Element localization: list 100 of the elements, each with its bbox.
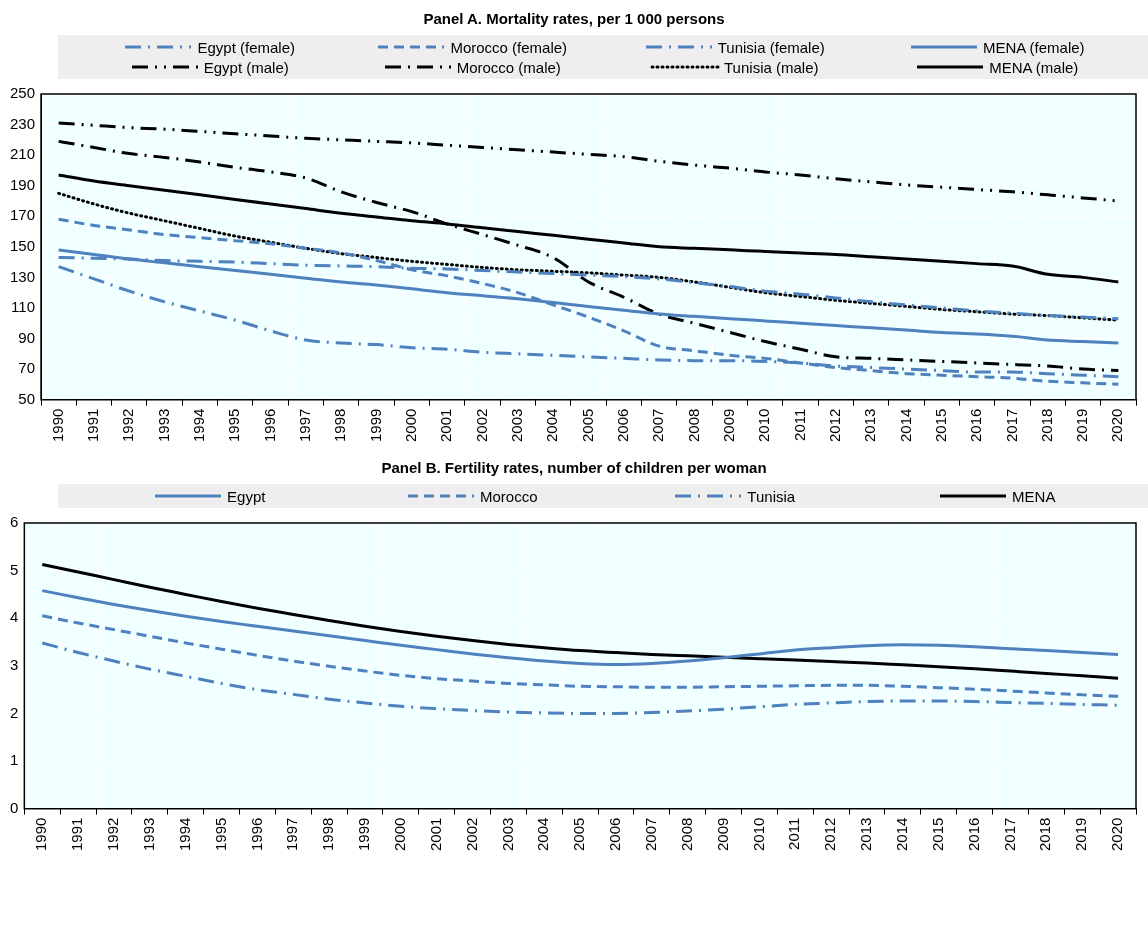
x-tick-label: 2005 — [578, 408, 596, 443]
x-tick-label: 2015 — [928, 817, 946, 852]
x-tick-label: 2008 — [684, 408, 702, 443]
x-tick-label: 2011 — [790, 408, 808, 441]
x-tick-label: 1994 — [175, 817, 193, 852]
x-tick-label: 2018 — [1037, 408, 1055, 443]
x-tick-label: 2002 — [462, 817, 480, 852]
x-tick-label: 2020 — [1108, 408, 1126, 443]
x-tick-label: 2006 — [606, 817, 624, 852]
legend-label: Tunisia (female) — [717, 38, 825, 56]
y-tick-label: 0 — [10, 798, 19, 816]
line-series — [40, 562, 1120, 680]
x-tick-label: 1994 — [190, 408, 208, 443]
x-tick-label: 2003 — [498, 817, 516, 852]
x-tick-label: 1990 — [48, 408, 66, 443]
x-tick-label: 2009 — [719, 408, 737, 443]
x-tick-label: 2016 — [964, 817, 982, 852]
x-tick-label: 2004 — [534, 817, 552, 852]
x-tick-label: 1990 — [32, 817, 50, 852]
y-tick-label: 6 — [10, 513, 19, 531]
x-tick-label: 1999 — [366, 408, 384, 443]
y-tick-label: 150 — [10, 236, 36, 254]
x-tick-label: 2015 — [931, 408, 949, 443]
x-tick-label: 2003 — [508, 408, 526, 443]
legend-label: Tunisia — [747, 487, 796, 505]
y-tick-label: 230 — [10, 114, 36, 132]
x-tick-label: 2005 — [570, 817, 588, 852]
y-tick-label: 250 — [10, 84, 36, 102]
legend-label: MENA — [1012, 487, 1056, 505]
x-tick-label: 1998 — [331, 408, 349, 443]
x-tick-label: 1997 — [296, 408, 314, 443]
x-tick-label: 2007 — [649, 408, 667, 443]
x-tick-label: 2012 — [825, 408, 843, 443]
x-tick-label: 2000 — [391, 817, 409, 852]
legend-label: MENA (female) — [982, 38, 1085, 56]
line-series — [40, 589, 1120, 666]
y-tick-label: 190 — [10, 175, 36, 193]
x-tick-label: 1992 — [119, 408, 137, 443]
line-series — [40, 641, 1120, 715]
x-tick-label: 2013 — [857, 817, 875, 852]
legend-label: Morocco — [479, 487, 538, 505]
x-tick-label: 2014 — [893, 817, 911, 852]
legend-label: Egypt (male) — [203, 58, 289, 76]
x-tick-label: 1993 — [154, 408, 172, 443]
x-tick-label: 2006 — [613, 408, 631, 443]
x-tick-label: 2016 — [967, 408, 985, 443]
y-tick-label: 210 — [10, 145, 36, 163]
x-tick-label: 2000 — [402, 408, 420, 443]
x-tick-label: 1991 — [84, 408, 102, 443]
x-tick-label: 2001 — [426, 817, 444, 852]
y-tick-label: 3 — [10, 655, 19, 673]
x-tick-label: 2001 — [437, 408, 455, 443]
x-tick-label: 2017 — [1000, 817, 1018, 852]
x-tick-label: 2004 — [543, 408, 561, 443]
y-tick-label: 4 — [10, 608, 19, 626]
y-tick-label: 170 — [10, 206, 36, 224]
legend-label: Tunisia (male) — [724, 58, 819, 76]
x-tick-label: 1992 — [104, 817, 122, 852]
x-tick-label: 2019 — [1073, 408, 1091, 443]
x-tick-label: 1995 — [211, 817, 229, 852]
x-tick-label: 2011 — [785, 817, 803, 850]
y-tick-label: 90 — [18, 328, 36, 346]
x-tick-label: 2013 — [861, 408, 879, 443]
y-tick-label: 110 — [11, 298, 36, 316]
y-tick-label: 1 — [10, 751, 19, 769]
x-tick-label: 1993 — [139, 817, 157, 852]
x-tick-label: 2017 — [1002, 408, 1020, 443]
x-tick-label: 2009 — [713, 817, 731, 852]
x-tick-label: 2007 — [642, 817, 660, 852]
chart-title: Panel A. Mortality rates, per 1 000 persons — [422, 9, 726, 29]
x-tick-label: 2020 — [1108, 817, 1126, 852]
x-tick-label: 1998 — [319, 817, 337, 852]
x-tick-label: 2019 — [1072, 817, 1090, 852]
x-tick-label: 1997 — [283, 817, 301, 852]
x-tick-label: 1999 — [355, 817, 373, 852]
line-series — [40, 614, 1120, 698]
y-tick-label: 50 — [18, 389, 36, 407]
y-tick-label: 130 — [10, 267, 36, 285]
y-tick-label: 70 — [18, 359, 36, 377]
x-tick-label: 2010 — [755, 408, 773, 443]
y-tick-label: 2 — [10, 703, 19, 721]
line-series — [57, 139, 1120, 373]
legend-label: Egypt — [227, 487, 266, 505]
x-tick-label: 2002 — [472, 408, 490, 443]
line-series — [57, 217, 1120, 386]
legend-label: Morocco (male) — [456, 58, 561, 76]
x-tick-label: 2012 — [821, 817, 839, 852]
x-tick-label: 2014 — [896, 408, 914, 443]
x-tick-label: 1991 — [68, 817, 86, 852]
legend-label: Morocco (female) — [450, 38, 568, 56]
y-tick-label: 5 — [10, 560, 19, 578]
x-tick-label: 2008 — [677, 817, 695, 852]
x-tick-label: 1995 — [225, 408, 243, 443]
x-tick-label: 2010 — [749, 817, 767, 852]
x-tick-label: 1996 — [247, 817, 265, 852]
legend-label: MENA (male) — [989, 58, 1079, 76]
legend-label: Egypt (female) — [197, 38, 296, 56]
chart-title: Panel B. Fertility rates, number of children per woman — [380, 458, 768, 478]
x-tick-label: 2018 — [1036, 817, 1054, 852]
x-tick-label: 1996 — [260, 408, 278, 443]
